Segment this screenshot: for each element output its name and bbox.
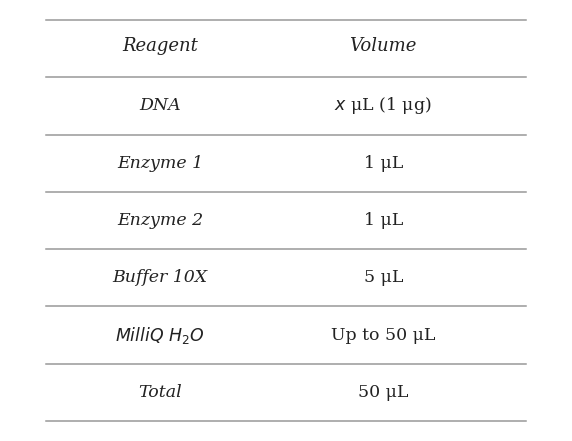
Text: 1 μL: 1 μL: [364, 155, 403, 172]
Text: Buffer 10X: Buffer 10X: [113, 269, 208, 286]
Text: 1 μL: 1 μL: [364, 212, 403, 229]
Text: Total: Total: [138, 384, 182, 401]
Text: $\mathit{MilliQ\ H_2O}$: $\mathit{MilliQ\ H_2O}$: [115, 325, 205, 346]
Text: DNA: DNA: [140, 97, 181, 114]
Text: Reagent: Reagent: [122, 37, 198, 55]
Text: Volume: Volume: [349, 37, 417, 55]
Text: 50 μL: 50 μL: [358, 384, 408, 401]
Text: Enzyme 2: Enzyme 2: [117, 212, 203, 229]
Text: Enzyme 1: Enzyme 1: [117, 155, 203, 172]
Text: $\mathit{x}$ μL (1 μg): $\mathit{x}$ μL (1 μg): [335, 95, 432, 116]
Text: 5 μL: 5 μL: [364, 269, 403, 286]
Text: Up to 50 μL: Up to 50 μL: [331, 327, 435, 344]
